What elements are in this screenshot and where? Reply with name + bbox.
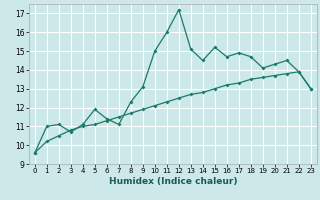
X-axis label: Humidex (Indice chaleur): Humidex (Indice chaleur) — [108, 177, 237, 186]
